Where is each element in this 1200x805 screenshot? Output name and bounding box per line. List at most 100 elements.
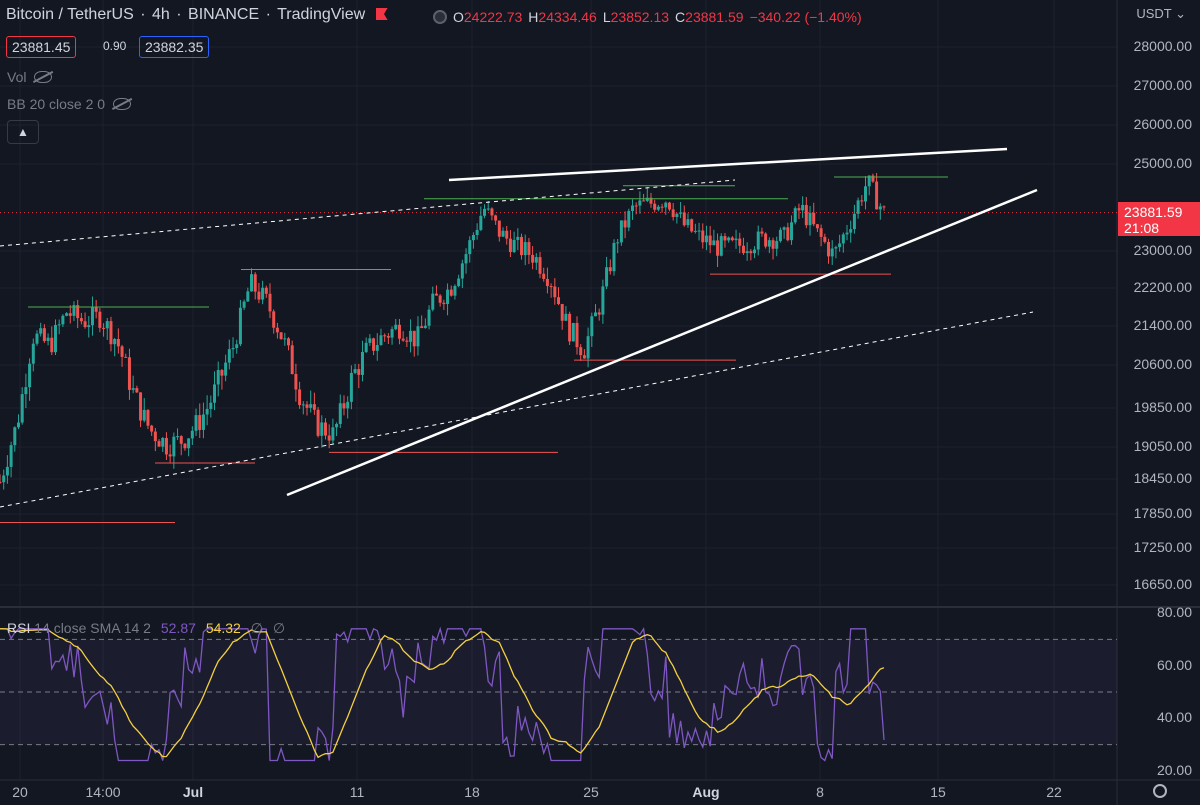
- candle-body: [871, 175, 875, 182]
- candle-body: [438, 295, 442, 303]
- sell-price-button[interactable]: 23881.45: [6, 36, 77, 58]
- candle-body: [261, 287, 265, 300]
- candle-body: [305, 404, 309, 408]
- candle-body: [28, 363, 32, 388]
- candle-body: [316, 409, 320, 436]
- candle-body: [420, 326, 424, 328]
- candle-body: [593, 312, 597, 317]
- candle-body: [412, 330, 416, 347]
- candle-body: [527, 242, 531, 255]
- candle-body: [220, 370, 224, 376]
- candle-body: [327, 435, 331, 441]
- eye-hidden-icon[interactable]: [113, 98, 132, 110]
- candle-body: [767, 240, 771, 247]
- candle-body: [797, 208, 801, 211]
- candle-body: [664, 202, 668, 208]
- candle-body: [242, 301, 246, 308]
- chevron-up-icon[interactable]: ▲: [7, 120, 39, 144]
- price-tick-label: 28000.00: [1133, 38, 1192, 54]
- candle-body: [667, 202, 671, 210]
- bb-indicator[interactable]: BB 20 close 2 0: [7, 96, 132, 112]
- bb-label: BB 20 close 2 0: [7, 96, 106, 112]
- candle-body: [845, 232, 849, 235]
- candle-body: [882, 206, 886, 208]
- candle-body: [368, 338, 372, 343]
- interval[interactable]: 4h: [152, 6, 170, 23]
- open-value: 24222.73: [463, 9, 523, 25]
- candle-body: [383, 335, 387, 337]
- candle-body: [346, 401, 350, 409]
- candle-body: [734, 238, 738, 241]
- candle-body: [564, 313, 568, 321]
- price-tick-label: 16650.00: [1133, 576, 1192, 592]
- flag-icon[interactable]: [375, 8, 388, 20]
- candle-body: [627, 211, 631, 228]
- candle-body: [716, 240, 720, 256]
- rsi-sma-value: 54.32: [205, 620, 241, 636]
- candle-body: [298, 389, 302, 406]
- price-tick-label: 17850.00: [1133, 505, 1192, 521]
- candle-body: [679, 212, 683, 214]
- candle-body: [597, 312, 601, 315]
- candle-body: [860, 200, 864, 202]
- candle-body: [656, 206, 660, 210]
- candle-body: [68, 313, 72, 316]
- candle-body: [360, 352, 364, 375]
- candle-body: [612, 242, 616, 272]
- candle-body: [690, 219, 694, 232]
- candle-body: [867, 175, 871, 187]
- symbol-name: Bitcoin / TetherUS: [6, 6, 134, 23]
- candle-body: [187, 438, 191, 449]
- currency-selector[interactable]: USDT ⌄: [1136, 6, 1186, 21]
- candle-body: [549, 286, 553, 288]
- candle-body: [205, 408, 209, 415]
- candle-body: [542, 273, 546, 279]
- candle-body: [468, 240, 472, 255]
- candle-body: [434, 293, 438, 296]
- candle-body: [5, 466, 9, 476]
- buy-price-button[interactable]: 23882.35: [139, 36, 210, 58]
- candle-body: [579, 347, 583, 356]
- price-tick-label: 18450.00: [1133, 470, 1192, 486]
- candle-body: [213, 384, 217, 403]
- candle-body: [483, 208, 487, 216]
- candle-body: [712, 240, 716, 246]
- candle-body: [497, 220, 501, 237]
- candle-body: [475, 229, 479, 236]
- candle-body: [827, 241, 831, 257]
- candle-body: [490, 208, 494, 216]
- current-price: 23881.59: [1124, 204, 1183, 220]
- candle-body: [161, 437, 165, 447]
- candle-body: [568, 313, 572, 342]
- candle-body: [753, 249, 757, 254]
- candle-body: [512, 239, 516, 253]
- candle-body: [856, 200, 860, 214]
- candle-body: [72, 305, 76, 316]
- candle-body: [575, 323, 579, 348]
- currency-label: USDT: [1136, 6, 1172, 21]
- candle-body: [790, 222, 794, 241]
- candle-body: [283, 338, 287, 340]
- candle-body: [323, 422, 327, 436]
- na-value: ∅: [250, 620, 263, 636]
- candle-body: [671, 209, 675, 218]
- eye-hidden-icon[interactable]: [34, 71, 53, 83]
- candle-body: [179, 436, 183, 444]
- candle-body: [83, 321, 87, 328]
- gear-icon[interactable]: [1153, 784, 1167, 798]
- candle-body: [852, 213, 856, 230]
- candle-body: [801, 204, 805, 211]
- candle-body: [460, 263, 464, 279]
- candle-body: [520, 236, 524, 256]
- candle-body: [649, 197, 653, 204]
- candle-body: [660, 206, 664, 208]
- candle-body: [150, 425, 154, 432]
- symbol-header[interactable]: Bitcoin / TetherUS · 4h · BINANCE · Trad…: [6, 6, 388, 24]
- rsi-legend[interactable]: RSI 14 close SMA 14 2 52.87 54.32 ∅ ∅: [7, 620, 285, 637]
- vol-indicator[interactable]: Vol: [7, 69, 53, 85]
- candle-body: [338, 403, 342, 424]
- candle-body: [675, 213, 679, 218]
- candle-body: [53, 325, 57, 353]
- candle-body: [65, 313, 69, 316]
